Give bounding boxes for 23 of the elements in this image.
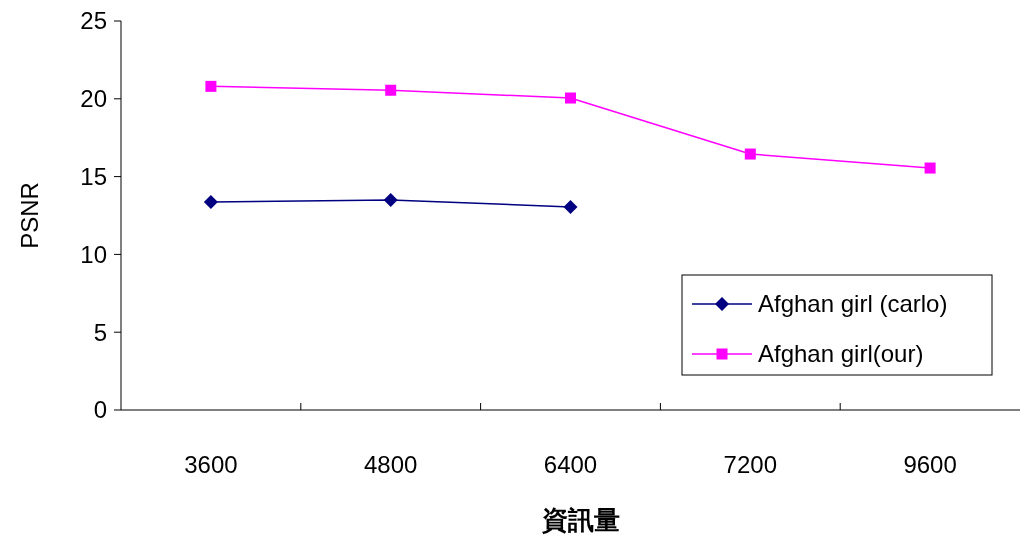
x-tick-label: 7200 [723,451,777,479]
x-axis-title: 資訊量 [540,505,620,536]
x-tick-label: 9600 [903,451,957,479]
y-tick-label: 20 [80,85,107,113]
legend-label: Afghan girl(our) [758,340,924,368]
point [924,162,936,174]
x-tick-label: 3600 [184,451,238,479]
y-tick-label: 10 [80,240,107,268]
x-tick-label: 6400 [543,451,598,479]
y-tick-label: 5 [93,318,107,346]
x-tick-label: 4800 [364,451,418,479]
point [744,148,756,160]
y-tick-label: 25 [80,7,107,35]
y-tick-label: 15 [80,163,107,190]
point [565,92,576,104]
legend-label: Afghan girl (carlo) [758,290,948,318]
point [205,80,217,92]
point [385,84,397,96]
point [383,192,398,207]
point [563,199,578,214]
y-tick-label: 0 [93,396,107,424]
point [203,194,218,209]
y-axis-title: PSNR [16,182,44,249]
